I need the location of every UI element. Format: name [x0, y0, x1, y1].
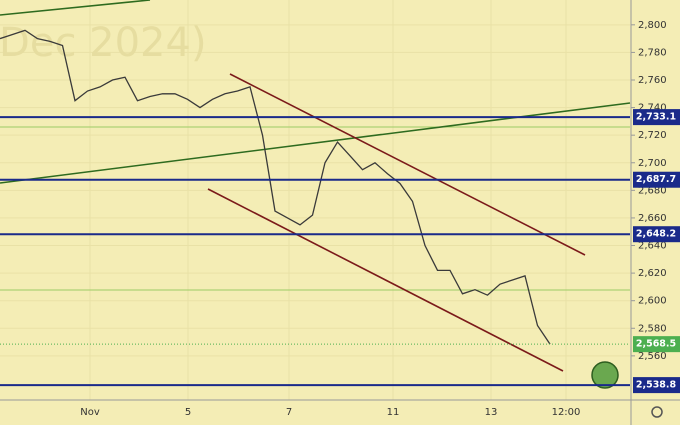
- y-tick-label: 2,560: [638, 351, 667, 362]
- level-label-box: [633, 109, 680, 126]
- y-tick-label: 2,600: [638, 296, 667, 307]
- y-tick-label: 2,780: [638, 47, 667, 58]
- x-tick-label: 7: [286, 407, 292, 418]
- level-label: 2,733.1: [636, 112, 676, 123]
- settings-icon[interactable]: [651, 406, 663, 418]
- level-label-box: [633, 226, 680, 243]
- level-label-box: [633, 171, 680, 188]
- watermark: (Dec 2024): [0, 20, 207, 66]
- x-tick-label: 5: [185, 407, 191, 418]
- grid: [0, 0, 630, 400]
- last-price-label-box: [633, 336, 680, 353]
- y-tick-label: 2,680: [638, 185, 667, 196]
- channel-line: [229, 73, 586, 256]
- channel-line: [207, 188, 564, 372]
- x-tick-label: 11: [387, 407, 400, 418]
- y-tick-label: 2,620: [638, 268, 667, 279]
- y-tick-label: 2,660: [638, 213, 667, 224]
- y-tick-label: 2,760: [638, 75, 667, 86]
- level-label: 2,648.2: [636, 229, 676, 240]
- x-tick-label: Nov: [80, 407, 100, 418]
- y-tick-label: 2,700: [638, 158, 667, 169]
- y-tick-label: 2,800: [638, 20, 667, 31]
- last-price-label: 2,568.5: [636, 339, 676, 350]
- level-label: 2,538.8: [636, 380, 677, 391]
- x-tick-label: 13: [485, 407, 498, 418]
- y-tick-label: 2,720: [638, 130, 667, 141]
- y-tick-label: 2,580: [638, 323, 667, 334]
- y-tick-label: 2,640: [638, 241, 667, 252]
- level-label-box: [633, 377, 680, 394]
- y-tick-label: 2,740: [638, 103, 667, 114]
- price-line: [0, 29, 551, 345]
- marker-circle: [591, 361, 619, 389]
- level-label: 2,687.7: [636, 174, 676, 185]
- x-tick-label: 12:00: [552, 407, 581, 418]
- trend-line: [0, 0, 151, 16]
